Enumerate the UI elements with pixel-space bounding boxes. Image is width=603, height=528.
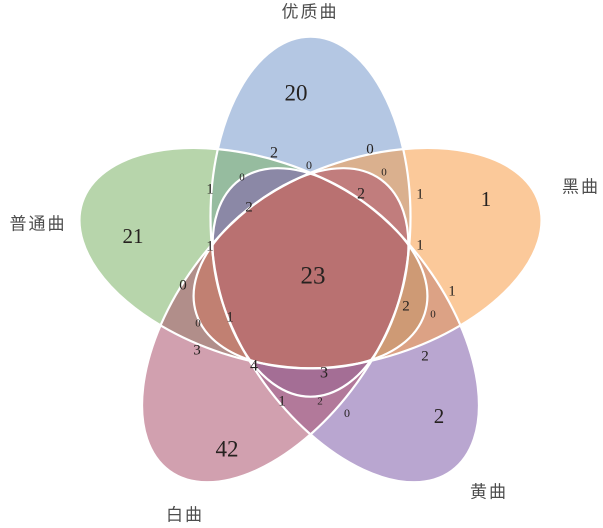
svg-text:42: 42 [216, 436, 239, 461]
svg-text:0: 0 [179, 277, 187, 293]
svg-text:1: 1 [416, 237, 424, 253]
svg-text:0: 0 [195, 318, 201, 330]
svg-text:0: 0 [344, 406, 350, 420]
svg-text:1: 1 [416, 186, 424, 202]
svg-text:20: 20 [285, 80, 308, 105]
svg-text:0: 0 [239, 172, 245, 184]
svg-text:1: 1 [206, 181, 214, 197]
svg-text:3: 3 [320, 365, 328, 382]
svg-text:23: 23 [301, 263, 326, 290]
svg-text:1: 1 [278, 393, 286, 409]
svg-text:4: 4 [250, 358, 258, 375]
svg-text:2: 2 [357, 186, 365, 203]
svg-text:1: 1 [226, 309, 234, 325]
svg-text:2: 2 [245, 199, 253, 215]
svg-text:0: 0 [381, 167, 387, 179]
svg-text:2: 2 [421, 348, 429, 364]
svg-text:优质曲: 优质曲 [282, 2, 339, 21]
svg-text:2: 2 [402, 298, 410, 314]
svg-text:黑曲: 黑曲 [562, 177, 600, 196]
svg-text:黄曲: 黄曲 [470, 482, 508, 501]
svg-text:1: 1 [206, 238, 214, 254]
svg-text:1: 1 [448, 283, 456, 299]
svg-text:1: 1 [481, 187, 492, 211]
svg-text:0: 0 [366, 141, 374, 157]
svg-text:0: 0 [306, 158, 312, 172]
svg-text:2: 2 [270, 145, 278, 162]
svg-text:2: 2 [317, 396, 323, 408]
svg-text:普通曲: 普通曲 [10, 214, 67, 233]
svg-text:0: 0 [430, 309, 436, 321]
svg-text:2: 2 [434, 404, 445, 428]
svg-text:白曲: 白曲 [166, 505, 204, 524]
svg-text:3: 3 [193, 342, 201, 358]
svg-text:21: 21 [123, 224, 144, 248]
